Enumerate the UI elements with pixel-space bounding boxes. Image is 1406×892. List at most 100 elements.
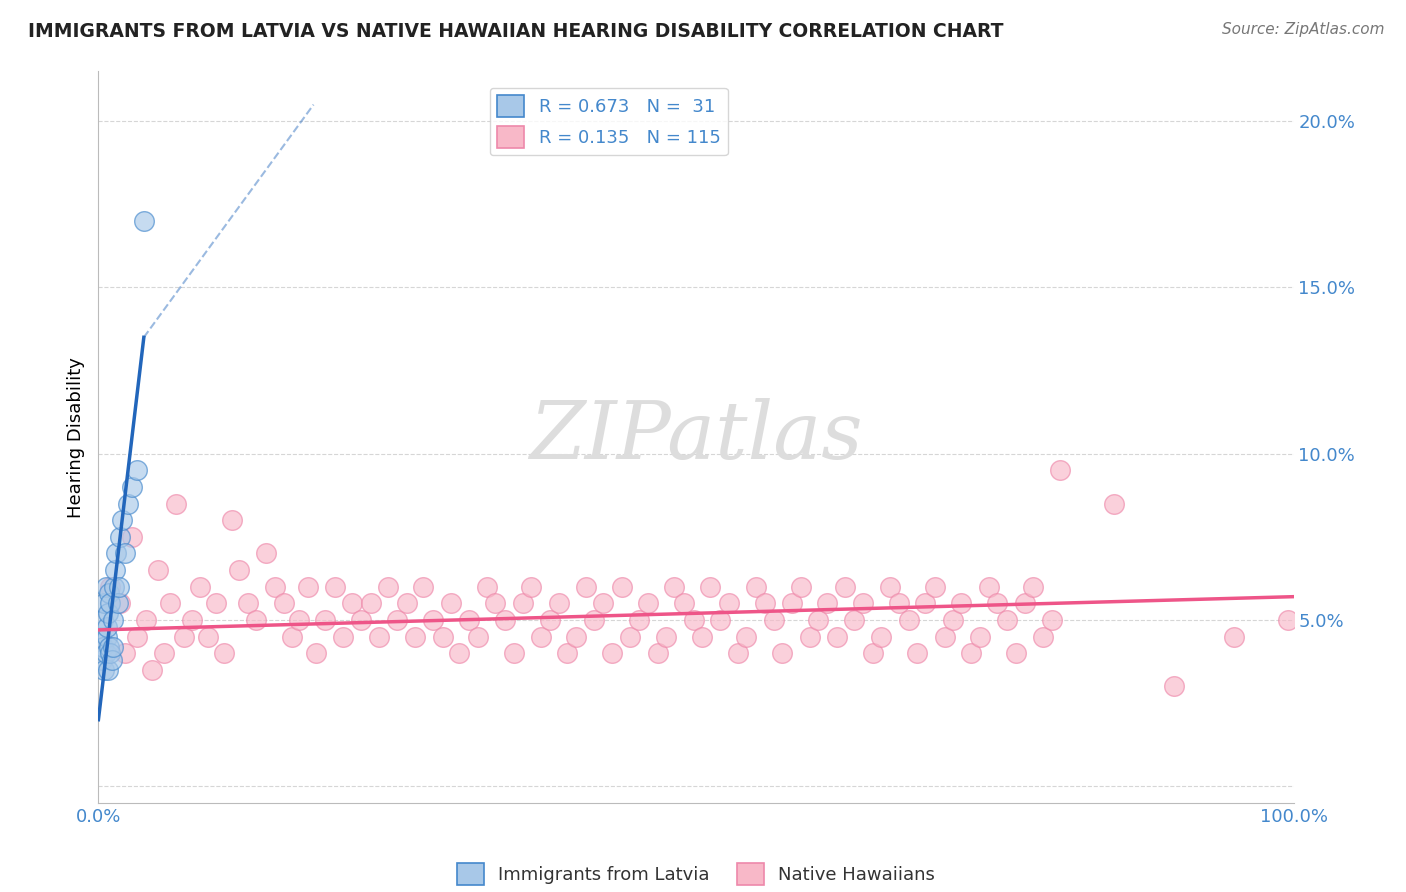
Point — [512, 596, 534, 610]
Point — [762, 613, 785, 627]
Point — [807, 613, 830, 627]
Point — [627, 613, 650, 627]
Point — [412, 580, 434, 594]
Point — [530, 630, 553, 644]
Point — [281, 630, 304, 644]
Point — [699, 580, 721, 594]
Point — [105, 546, 128, 560]
Point — [395, 596, 418, 610]
Point — [942, 613, 965, 627]
Point — [107, 596, 129, 610]
Point — [245, 613, 267, 627]
Point — [1005, 646, 1028, 660]
Point — [602, 646, 624, 660]
Point — [610, 580, 633, 594]
Point — [754, 596, 776, 610]
Point — [108, 530, 131, 544]
Point — [815, 596, 838, 610]
Point — [1163, 680, 1185, 694]
Point — [96, 619, 118, 633]
Point — [583, 613, 606, 627]
Point — [1040, 613, 1063, 627]
Point — [1049, 463, 1071, 477]
Point — [1277, 613, 1299, 627]
Point — [273, 596, 295, 610]
Point — [1223, 630, 1246, 644]
Point — [924, 580, 946, 594]
Point — [592, 596, 614, 610]
Point — [834, 580, 856, 594]
Point — [905, 646, 928, 660]
Point — [93, 663, 115, 677]
Point — [153, 646, 176, 660]
Point — [114, 646, 136, 660]
Point — [98, 640, 121, 654]
Point — [790, 580, 813, 594]
Point — [655, 630, 678, 644]
Point — [104, 563, 127, 577]
Point — [98, 586, 121, 600]
Point — [475, 580, 498, 594]
Point — [93, 596, 115, 610]
Point — [135, 613, 157, 627]
Point — [288, 613, 311, 627]
Point — [870, 630, 893, 644]
Point — [385, 613, 409, 627]
Point — [114, 546, 136, 560]
Point — [709, 613, 731, 627]
Point — [305, 646, 328, 660]
Point — [503, 646, 526, 660]
Point — [852, 596, 875, 610]
Point — [682, 613, 704, 627]
Point — [494, 613, 516, 627]
Point — [141, 663, 163, 677]
Point — [148, 563, 170, 577]
Point — [91, 653, 114, 667]
Text: IMMIGRANTS FROM LATVIA VS NATIVE HAWAIIAN HEARING DISABILITY CORRELATION CHART: IMMIGRANTS FROM LATVIA VS NATIVE HAWAIIA… — [28, 22, 1004, 41]
Point — [889, 596, 911, 610]
Point — [467, 630, 489, 644]
Point — [673, 596, 696, 610]
Point — [897, 613, 920, 627]
Point — [950, 596, 973, 610]
Text: ZIPatlas: ZIPatlas — [529, 399, 863, 475]
Point — [360, 596, 382, 610]
Point — [125, 463, 148, 477]
Point — [520, 580, 543, 594]
Point — [264, 580, 287, 594]
Point — [340, 596, 363, 610]
Point — [204, 596, 226, 610]
Point — [1104, 497, 1126, 511]
Point — [94, 646, 117, 660]
Point — [125, 630, 148, 644]
Point — [97, 663, 120, 677]
Point — [995, 613, 1018, 627]
Point — [96, 630, 118, 644]
Point — [98, 580, 122, 594]
Point — [780, 596, 803, 610]
Point — [422, 613, 444, 627]
Point — [98, 646, 122, 660]
Point — [538, 613, 561, 627]
Point — [121, 480, 143, 494]
Point — [547, 596, 569, 610]
Point — [101, 640, 124, 654]
Point — [101, 613, 124, 627]
Point — [117, 497, 139, 511]
Point — [432, 630, 454, 644]
Point — [690, 630, 713, 644]
Point — [575, 580, 598, 594]
Point — [212, 646, 235, 660]
Point — [350, 613, 373, 627]
Point — [297, 580, 319, 594]
Point — [108, 596, 131, 610]
Point — [718, 596, 741, 610]
Point — [458, 613, 481, 627]
Point — [377, 580, 399, 594]
Point — [969, 630, 991, 644]
Point — [315, 613, 337, 627]
Point — [555, 646, 578, 660]
Point — [91, 640, 114, 654]
Point — [180, 613, 202, 627]
Point — [727, 646, 749, 660]
